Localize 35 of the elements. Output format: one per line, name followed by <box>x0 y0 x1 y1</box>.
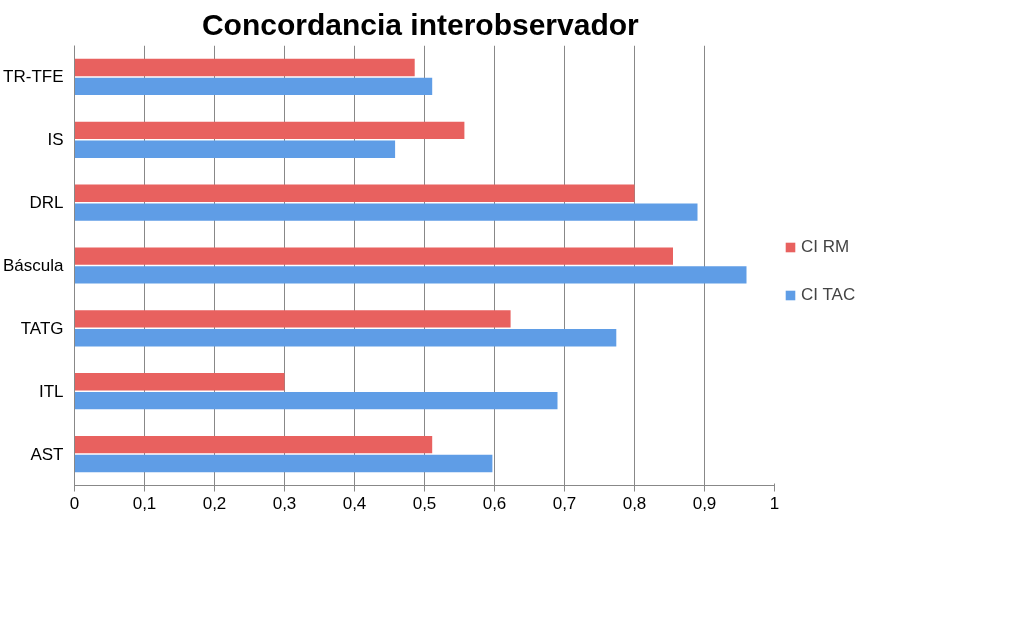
x-tick-label: 0,2 <box>202 493 227 513</box>
x-tick-label: 0,9 <box>692 493 717 513</box>
x-tick-label: 0,6 <box>482 493 507 513</box>
x-tick-label: 0 <box>69 493 80 513</box>
bar <box>74 77 433 96</box>
x-tick-label: 0,1 <box>132 493 157 513</box>
x-tick-label: 0,5 <box>412 493 437 513</box>
bar <box>74 435 433 454</box>
bar <box>74 391 558 410</box>
y-tick-label: DRL <box>29 193 64 213</box>
bar <box>74 373 285 391</box>
legend-label: CI RM <box>801 237 850 257</box>
bar <box>74 184 635 202</box>
bar <box>74 140 396 158</box>
y-tick-label: IS <box>47 130 64 150</box>
bar <box>74 121 465 140</box>
y-tick-label: TR-TFE <box>3 67 64 87</box>
bar <box>74 329 617 347</box>
x-tick-label: 1 <box>769 493 780 513</box>
x-tick-label: 0,7 <box>552 493 577 513</box>
y-tick-label: ITL <box>38 381 64 401</box>
bar <box>74 203 698 221</box>
y-tick-label: AST <box>30 444 64 464</box>
bar <box>74 58 415 77</box>
x-tick-label: 0,8 <box>622 493 647 513</box>
bar <box>74 247 673 265</box>
chart-title: Concordancia interobservador <box>201 7 640 41</box>
x-tick-label: 0,3 <box>272 493 297 513</box>
bar <box>74 454 493 473</box>
legend-label: CI TAC <box>801 285 856 305</box>
y-tick-label: Báscula <box>3 256 65 275</box>
x-tick-label: 0,4 <box>342 493 367 513</box>
bar <box>74 310 511 328</box>
y-tick-label: TATG <box>20 318 64 338</box>
bar <box>74 266 747 284</box>
